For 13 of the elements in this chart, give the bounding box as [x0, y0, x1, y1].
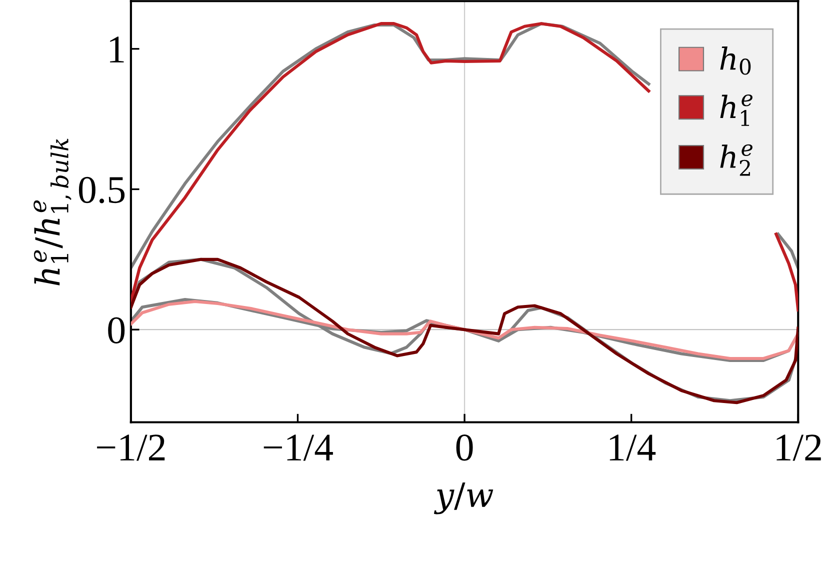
x-tick-label: 1/2 [776, 434, 821, 461]
x-tick-label: 0 [456, 434, 473, 461]
y-tick-label: 0 [108, 317, 125, 344]
y-tick-label: 1 [110, 36, 124, 62]
y-axis-title: h$^{e}$$_{1}$/h$^{e}$$_{1,bulk}$ [34, 138, 72, 286]
x-tick-label: 1/4 [610, 434, 656, 461]
legend-label: h$_{0}$ [720, 46, 751, 75]
x-tick-label: −1/4 [264, 434, 333, 461]
x-axis-title: y/w [434, 482, 494, 514]
legend-label: h$^{e}$$_{1}$ [720, 94, 752, 126]
legend-label: h$^{e}$$_{2}$ [720, 144, 752, 176]
x-tick-label: −1/2 [97, 434, 165, 461]
y-tick-label: 0.5 [78, 176, 125, 204]
